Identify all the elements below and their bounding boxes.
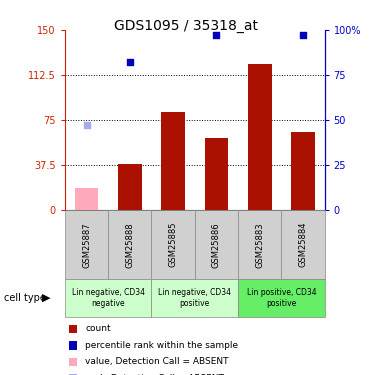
Point [83, 122, 89, 128]
Text: GSM25886: GSM25886 [212, 222, 221, 267]
Text: ▶: ▶ [42, 293, 50, 303]
Bar [161, 112, 185, 210]
Text: GSM25888: GSM25888 [125, 222, 134, 267]
Bar [248, 64, 272, 210]
Text: Lin positive, CD34
positive: Lin positive, CD34 positive [246, 288, 316, 308]
Point [300, 32, 306, 38]
Text: cell type: cell type [4, 293, 46, 303]
Bar [204, 138, 228, 210]
Text: GSM25883: GSM25883 [255, 222, 264, 267]
Bar [118, 164, 142, 210]
Text: GDS1095 / 35318_at: GDS1095 / 35318_at [114, 19, 257, 33]
Bar [75, 188, 98, 210]
Text: GSM25884: GSM25884 [299, 222, 308, 267]
Point [170, 14, 176, 20]
Point [213, 32, 219, 38]
Text: GSM25887: GSM25887 [82, 222, 91, 267]
Point [127, 59, 133, 65]
Text: GSM25885: GSM25885 [169, 222, 178, 267]
Bar [291, 132, 315, 210]
Point [257, 5, 263, 11]
Text: value, Detection Call = ABSENT: value, Detection Call = ABSENT [85, 357, 229, 366]
Text: rank, Detection Call = ABSENT: rank, Detection Call = ABSENT [85, 374, 224, 375]
Text: Lin negative, CD34
negative: Lin negative, CD34 negative [72, 288, 145, 308]
Text: count: count [85, 324, 111, 333]
Text: Lin negative, CD34
positive: Lin negative, CD34 positive [158, 288, 231, 308]
Text: percentile rank within the sample: percentile rank within the sample [85, 341, 239, 350]
